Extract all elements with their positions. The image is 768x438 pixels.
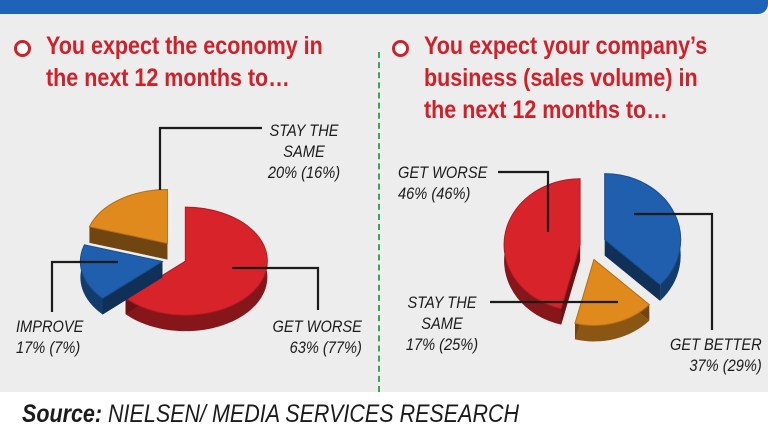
- label-improve-text: IMPROVE: [16, 317, 84, 336]
- value-stay-same: 20% (16%): [267, 163, 341, 182]
- label-improve: IMPROVE 17% (7%): [16, 316, 83, 358]
- chart-1-title-line-2: the next 12 months to…: [46, 64, 290, 92]
- source-caption: Source: NIELSEN/ MEDIA SERVICES RESEARCH: [22, 400, 519, 429]
- top-color-bar: [0, 0, 768, 14]
- chart-1-title: You expect the economy in the next 12 mo…: [46, 30, 323, 94]
- value-improve: 17% (7%): [16, 338, 81, 357]
- label-get-worse: GET WORSE 63% (77%): [273, 316, 362, 358]
- leader-line-get-better: [634, 212, 714, 330]
- chart-1-title-line-1: You expect the economy in: [46, 32, 323, 60]
- source-text: NIELSEN/ MEDIA SERVICES RESEARCH: [102, 400, 520, 428]
- chart-2-title-line-2: business (sales volume) in: [424, 64, 698, 92]
- label-stay-same-line-1: STAY THE: [407, 293, 477, 312]
- pie-slice-get-worse: [124, 206, 268, 316]
- source-prefix: Source:: [22, 400, 103, 428]
- pie-chart-2: [503, 173, 682, 342]
- leader-line-improve: [50, 260, 118, 312]
- pie-chart-1: [79, 188, 268, 332]
- dashed-divider: [378, 52, 380, 392]
- value-stay-same: 17% (25%): [405, 335, 479, 354]
- pie-slice-side-stay-the-same: [575, 259, 650, 342]
- leader-line-get-worse: [232, 266, 320, 310]
- label-get-worse-text: GET WORSE: [272, 317, 362, 336]
- label-stay-same-line-2: SAME: [421, 314, 463, 333]
- pie-slice-improve: [79, 244, 164, 300]
- pie-slice-get-better: [604, 173, 682, 286]
- pie-slice-get-worse: [503, 178, 581, 310]
- chart-2-title-line-3: the next 12 months to…: [424, 96, 668, 124]
- pie-slice-wall-get-worse: [561, 178, 581, 325]
- leader-line-get-worse: [498, 170, 550, 232]
- label-get-worse: GET WORSE 46% (46%): [398, 162, 487, 204]
- chart-2-title-line-1: You expect your company’s: [424, 32, 708, 60]
- leader-line-stay-same: [158, 126, 262, 190]
- label-get-better: GET BETTER 37% (29%): [670, 334, 762, 376]
- label-stay-same-line-2: SAME: [283, 142, 325, 161]
- label-stay-same: STAY THE SAME 17% (25%): [399, 292, 485, 355]
- chart-2-title: You expect your company’s business (sale…: [424, 30, 707, 126]
- pie-slice-wall-get-better: [604, 173, 661, 301]
- label-get-worse-text: GET WORSE: [398, 163, 488, 182]
- pie-slice-stay-the-same: [574, 258, 651, 326]
- label-stay-same-line-1: STAY THE: [269, 121, 339, 140]
- value-get-worse: 46% (46%): [398, 184, 471, 203]
- pie-slice-side-get-worse: [125, 207, 268, 332]
- bullet-icon: [392, 40, 409, 57]
- pie-slice-wall-stay-the-same: [89, 189, 168, 260]
- value-get-better: 37% (29%): [689, 356, 762, 375]
- value-get-worse: 63% (77%): [289, 338, 362, 357]
- label-get-better-text: GET BETTER: [670, 335, 762, 354]
- label-stay-same: STAY THE SAME 20% (16%): [254, 120, 354, 183]
- bullet-icon: [14, 40, 31, 57]
